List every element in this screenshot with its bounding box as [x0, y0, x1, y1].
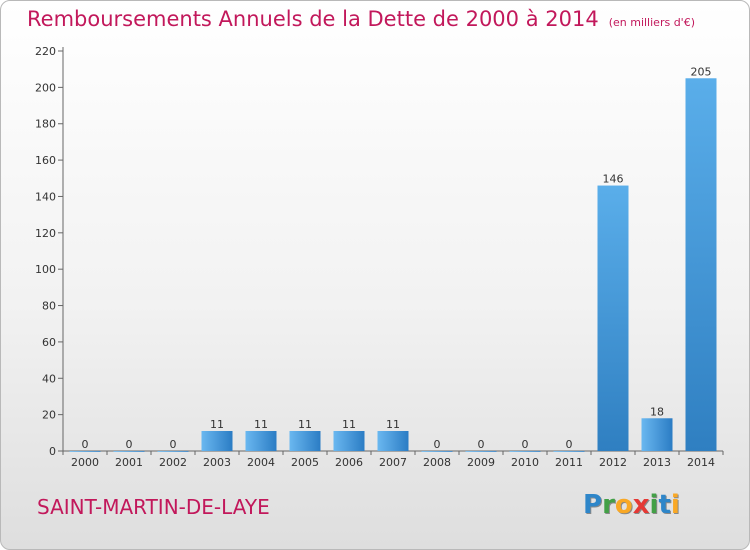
data-label-2007: 11: [386, 418, 400, 431]
y-tick-label-120: 120: [35, 227, 56, 240]
y-ticks: 0 20 40 60 80 100 120 140 160 180 200 220: [35, 45, 63, 458]
y-tick-label-180: 180: [35, 118, 56, 131]
y-tick-label-220: 220: [35, 45, 56, 58]
y-tick-label-160: 160: [35, 154, 56, 167]
bar-2003: [201, 431, 233, 451]
chart-header: Remboursements Annuels de la Dette de 20…: [27, 7, 695, 31]
bars: [69, 78, 717, 452]
logo-letter-1: r: [602, 490, 615, 520]
y-tick-label-40: 40: [42, 372, 56, 385]
data-label-2011: 0: [566, 438, 573, 451]
x-tick-label-2005: 2005: [291, 456, 319, 469]
x-tick-label-2004: 2004: [247, 456, 275, 469]
data-label-2003: 11: [210, 418, 224, 431]
x-tick-label-2007: 2007: [379, 456, 407, 469]
bar-2009: [465, 451, 497, 452]
data-label-2004: 11: [254, 418, 268, 431]
data-label-2009: 0: [478, 438, 485, 451]
data-label-2013: 18: [650, 405, 664, 418]
data-label-2010: 0: [522, 438, 529, 451]
commune-name: SAINT-MARTIN-DE-LAYE: [37, 495, 270, 519]
proxiti-logo: Proxiti: [583, 490, 680, 520]
y-tick-label-100: 100: [35, 263, 56, 276]
bar-2012: [597, 185, 629, 451]
bar-2001: [113, 451, 145, 452]
data-label-2001: 0: [126, 438, 133, 451]
y-tick-label-140: 140: [35, 190, 56, 203]
x-tick-labels: 2000 2001 2002 2003 2004 2005 2006 2007 2008 2009…: [62, 451, 724, 469]
bar-2010: [509, 451, 541, 452]
data-label-2002: 0: [170, 438, 177, 451]
data-label-2008: 0: [434, 438, 441, 451]
x-tick-label-2002: 2002: [159, 456, 187, 469]
logo-letter-2: o: [614, 490, 633, 520]
y-tick-label-200: 200: [35, 81, 56, 94]
x-tick-label-2011: 2011: [555, 456, 583, 469]
data-label-2006: 11: [342, 418, 356, 431]
logo-letter-4: i: [649, 490, 659, 520]
bar-2004: [245, 431, 277, 451]
x-tick-label-2014: 2014: [687, 456, 715, 469]
data-label-2005: 11: [298, 418, 312, 431]
bar-2005: [289, 431, 321, 451]
bar-2014: [685, 78, 717, 451]
x-tick-label-2008: 2008: [423, 456, 451, 469]
bar-2002: [157, 451, 189, 452]
data-label-2012: 146: [603, 173, 624, 186]
x-tick-label-2003: 2003: [203, 456, 231, 469]
bar-2007: [377, 431, 409, 451]
bar-2000: [69, 451, 101, 452]
logo-letter-6: i: [670, 490, 680, 520]
x-tick-label-2000: 2000: [71, 456, 99, 469]
y-tick-label-80: 80: [42, 300, 56, 313]
chart-subtitle: (en milliers d'€): [608, 16, 695, 29]
x-tick-label-2009: 2009: [467, 456, 495, 469]
logo-letter-0: P: [583, 490, 603, 520]
bar-2006: [333, 431, 365, 451]
logo-letter-3: x: [632, 490, 650, 520]
x-tick-label-2010: 2010: [511, 456, 539, 469]
x-tick-label-2013: 2013: [643, 456, 671, 469]
data-label-2000: 0: [82, 438, 89, 451]
data-labels: 0 0 0 11 11 11 11 11 0 0 0 0 146 18 205: [82, 65, 712, 451]
bar-2013: [641, 418, 673, 451]
data-label-2014: 205: [691, 65, 712, 78]
x-tick-label-2006: 2006: [335, 456, 363, 469]
bar-2011: [553, 451, 585, 452]
x-tick-label-2012: 2012: [599, 456, 627, 469]
x-tick-label-2001: 2001: [115, 456, 143, 469]
y-tick-label-0: 0: [49, 445, 56, 458]
bar-2008: [421, 451, 453, 452]
y-tick-label-20: 20: [42, 409, 56, 422]
chart-title: Remboursements Annuels de la Dette de 20…: [27, 7, 599, 31]
y-tick-label-60: 60: [42, 336, 56, 349]
logo-letter-5: t: [658, 490, 671, 520]
